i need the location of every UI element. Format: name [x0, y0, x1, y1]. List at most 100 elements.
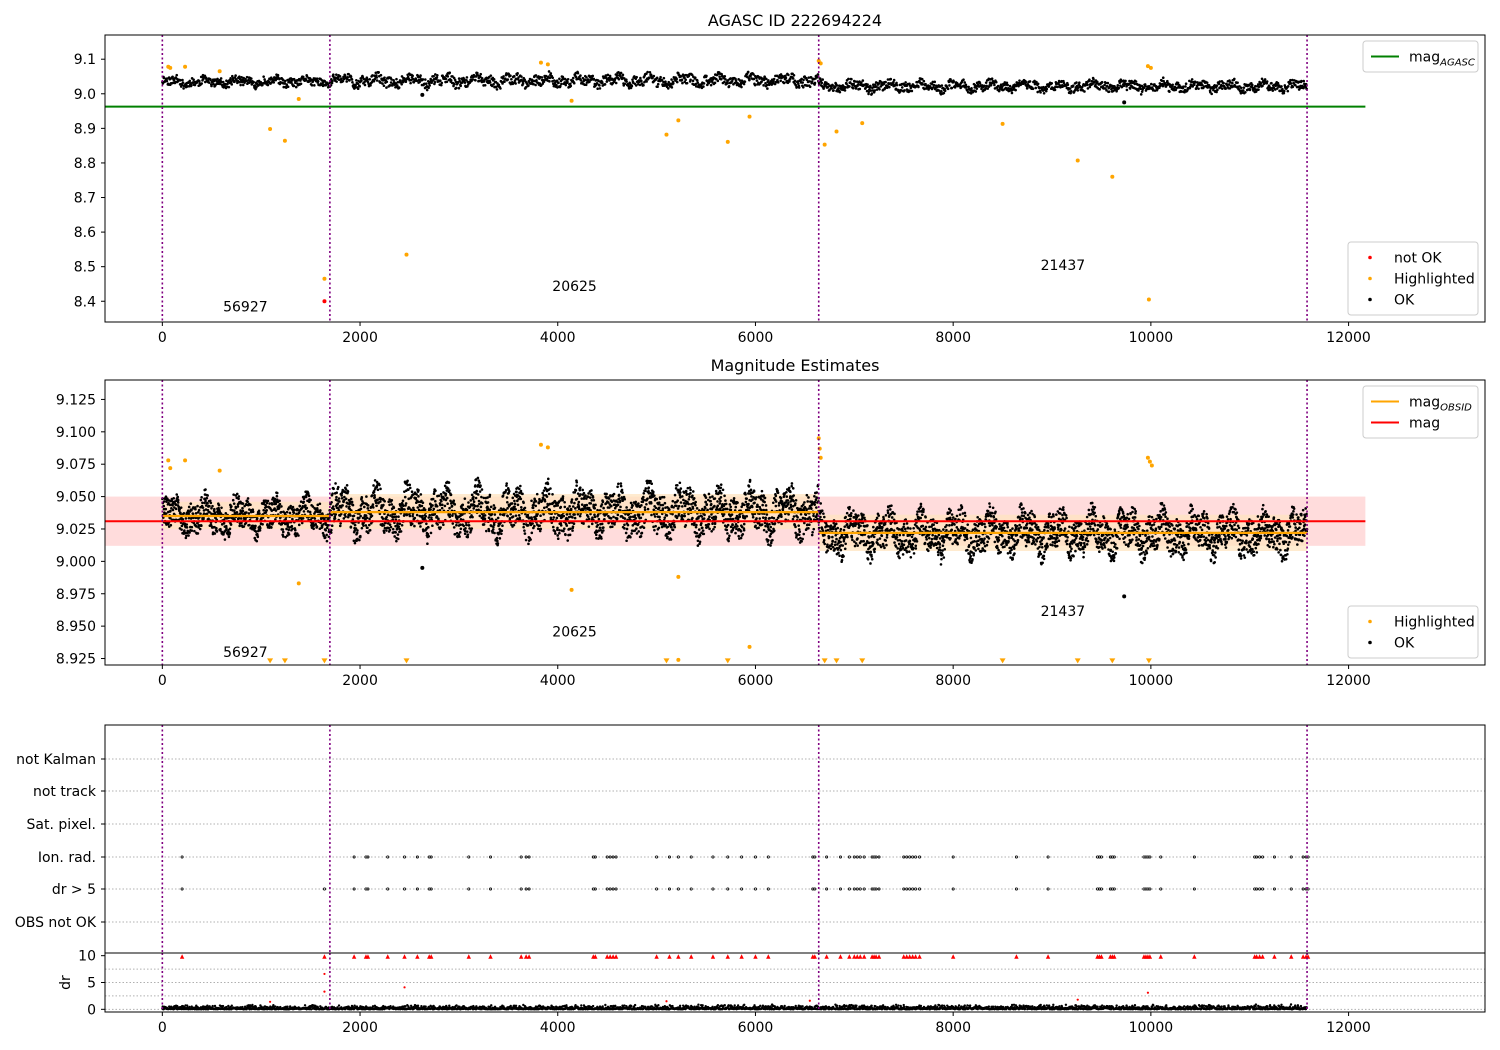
- ok-point: [196, 504, 199, 508]
- ok-point: [510, 502, 514, 505]
- ok-point: [330, 81, 334, 85]
- ok-point: [246, 497, 250, 500]
- ok-point: [843, 89, 847, 92]
- ok-point: [252, 80, 255, 84]
- ok-point: [332, 507, 336, 511]
- ok-point: [459, 84, 462, 88]
- ok-point: [331, 79, 334, 83]
- ok-point: [692, 496, 696, 500]
- ok-point: [479, 75, 482, 79]
- ok-point: [1039, 91, 1042, 94]
- ok-point: [371, 74, 374, 77]
- ok-point: [371, 506, 375, 509]
- not-ok-point: [322, 299, 327, 304]
- ok-point: [1190, 78, 1194, 81]
- ok-point: [305, 75, 309, 78]
- ok-point: [372, 490, 376, 494]
- ok-point: [360, 79, 363, 82]
- ok-point: [832, 89, 835, 92]
- ok-point: [602, 529, 605, 532]
- ok-point: [465, 523, 468, 527]
- ok-point: [305, 506, 309, 510]
- ok-point: [421, 501, 425, 504]
- ok-point: [304, 504, 307, 507]
- ok-point: [584, 83, 588, 87]
- ok-point: [677, 504, 681, 508]
- ok-point: [429, 508, 432, 511]
- ok-point: [467, 501, 470, 504]
- ok-point: [185, 534, 188, 538]
- ok-point: [424, 78, 427, 81]
- ok-point: [258, 529, 262, 532]
- ok-point: [495, 536, 499, 540]
- ok-point: [787, 73, 790, 77]
- ok-point: [419, 74, 422, 77]
- ok-point: [345, 483, 349, 487]
- ok-point: [1134, 80, 1138, 83]
- ok-point: [233, 517, 236, 521]
- ok-point: [238, 75, 241, 78]
- ok-point: [675, 77, 678, 81]
- ok-point: [238, 524, 241, 528]
- ok-point: [810, 80, 814, 83]
- legend-marker-swatch: [1368, 276, 1372, 281]
- ok-point: [324, 529, 328, 532]
- ok-point: [346, 490, 350, 493]
- ok-point: [467, 524, 471, 527]
- ok-point: [400, 523, 404, 527]
- highlighted-series: [166, 58, 1153, 302]
- ok-point: [171, 75, 174, 79]
- ok-point: [592, 77, 596, 81]
- ok-point: [431, 524, 434, 528]
- ok-point: [666, 525, 670, 529]
- ok-point: [579, 493, 582, 496]
- ok-point: [440, 83, 443, 87]
- ok-point: [179, 506, 183, 509]
- ok-point: [657, 506, 661, 510]
- ok-point: [1242, 86, 1246, 89]
- highlighted-point: [538, 60, 543, 65]
- ok-point: [493, 506, 497, 510]
- ok-point: [478, 481, 481, 484]
- ok-point: [190, 525, 194, 529]
- legend-mag-agasc: magAGASC: [1362, 40, 1479, 73]
- ok-point: [539, 514, 542, 518]
- ok-point: [685, 81, 689, 85]
- ok-point: [940, 90, 943, 93]
- ok-point: [698, 540, 702, 544]
- ok-point: [748, 78, 751, 82]
- ok-point: [417, 495, 420, 498]
- ok-point: [694, 85, 698, 88]
- ok-point: [245, 79, 248, 83]
- ok-point: [670, 78, 673, 81]
- ok-point: [687, 502, 690, 506]
- ok-point: [276, 73, 280, 77]
- ok-point: [427, 516, 431, 519]
- ok-point: [281, 535, 285, 538]
- ok-point: [587, 525, 591, 528]
- ok-point: [624, 531, 628, 535]
- ok-point: [488, 493, 492, 497]
- ok-point: [493, 513, 497, 516]
- ok-point: [1289, 82, 1293, 85]
- ok-point: [493, 531, 496, 535]
- ok-point: [710, 530, 713, 533]
- ok-point: [436, 523, 439, 526]
- ok-point: [755, 79, 759, 82]
- ok-point: [446, 502, 449, 506]
- ok-point: [1006, 83, 1009, 87]
- ok-point: [637, 502, 640, 505]
- ok-point: [385, 86, 388, 89]
- ok-point: [182, 87, 185, 90]
- ok-point: [234, 74, 237, 77]
- ok-point: [554, 532, 557, 535]
- ok-point: [861, 79, 865, 82]
- ok-point: [1192, 83, 1196, 87]
- ok-point: [448, 513, 452, 516]
- ok-point: [821, 78, 824, 81]
- ok-point: [425, 88, 429, 92]
- legend-label: not OK: [1394, 251, 1442, 267]
- ok-point: [675, 80, 679, 84]
- ok-point: [616, 500, 619, 504]
- ok-point: [691, 490, 695, 493]
